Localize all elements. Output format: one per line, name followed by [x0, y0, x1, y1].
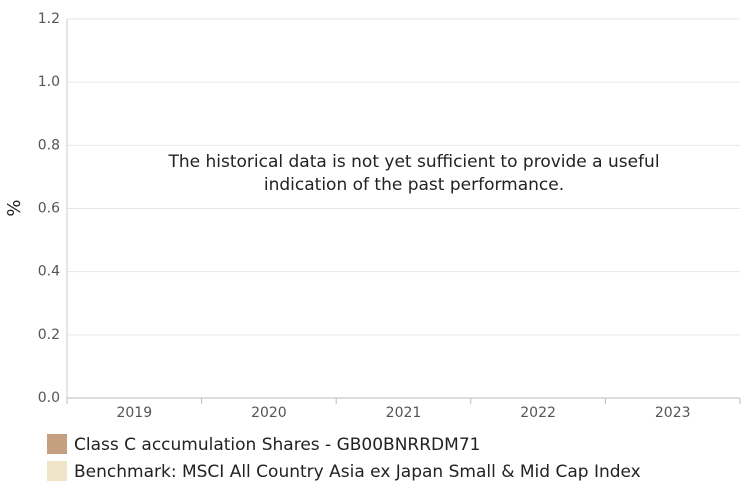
x-tick-label: 2022 — [520, 405, 556, 421]
x-tick-label: 2021 — [386, 405, 422, 421]
y-tick-label: 0.0 — [38, 390, 60, 406]
y-tick-label: 0.8 — [38, 137, 60, 153]
x-tick-label: 2019 — [116, 405, 152, 421]
y-tick-label: 1.2 — [38, 11, 60, 27]
y-axis-label: % — [4, 199, 25, 216]
legend-label: Class C accumulation Shares - GB00BNRRDM… — [74, 435, 480, 455]
annotation: The historical data is not yet sufficien… — [167, 152, 659, 172]
annotation: indication of the past performance. — [264, 175, 564, 195]
y-tick-label: 0.6 — [38, 201, 60, 217]
x-tick-label: 2020 — [251, 405, 287, 421]
legend-swatch — [47, 461, 67, 481]
legend-label: Benchmark: MSCI All Country Asia ex Japa… — [74, 462, 641, 482]
x-tick-label: 2023 — [655, 405, 691, 421]
y-tick-label: 0.2 — [38, 327, 60, 343]
y-tick-label: 1.0 — [38, 74, 60, 90]
y-tick-label: 0.4 — [38, 264, 60, 280]
legend-swatch — [47, 434, 67, 454]
